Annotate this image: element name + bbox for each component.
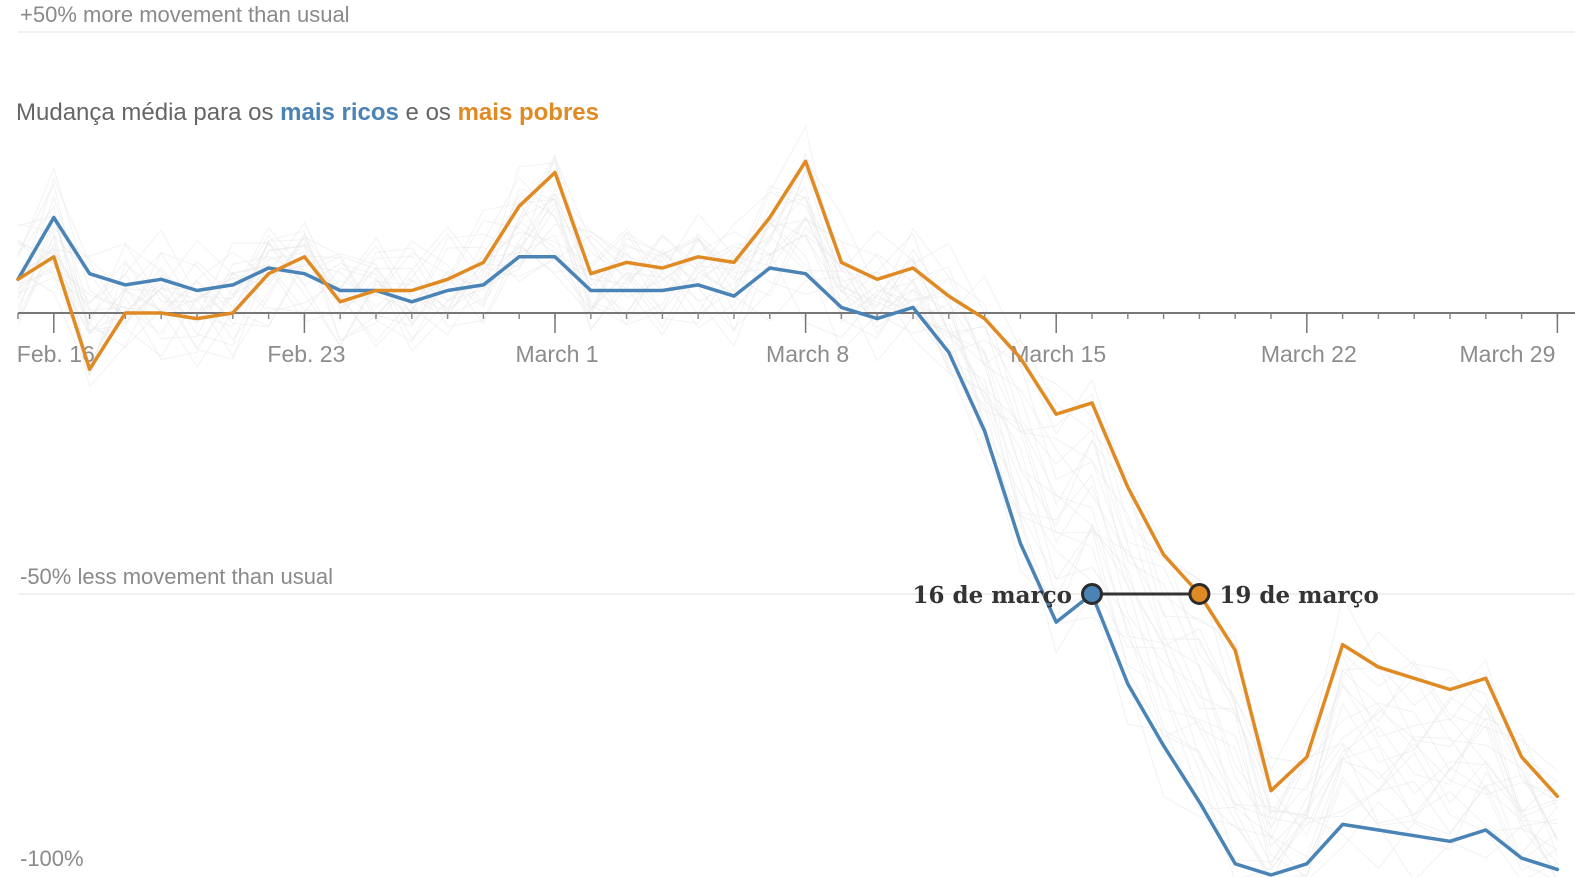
label-minus-100: -100%: [20, 846, 84, 871]
background-lines: [17, 125, 1558, 877]
annotation-marker: [1188, 583, 1211, 605]
annotations: 16 de março 19 de março: [913, 582, 1379, 609]
subtitle-rich: mais ricos: [280, 99, 399, 126]
background-line: [17, 192, 1558, 839]
x-tick-label: March 15: [1010, 341, 1106, 367]
x-tick-label: March 8: [766, 341, 849, 367]
x-tick-label: March 29: [1460, 341, 1556, 367]
x-tick-label: Feb. 23: [267, 341, 345, 367]
label-plus-50: +50% more movement than usual: [20, 2, 350, 27]
series-line-mais-ricos: [16, 215, 1560, 877]
x-tick-label: March 22: [1261, 341, 1357, 367]
background-line: [17, 125, 1558, 857]
subtitle-prefix: Mudança média para os: [16, 99, 280, 126]
annotation-label: 19 de março: [1219, 582, 1378, 609]
series-lines: [16, 159, 1560, 877]
chart-subtitle: Mudança média para os mais ricos e os ma…: [16, 99, 599, 126]
background-line: [17, 166, 1558, 877]
series-line-mais-pobres: [16, 159, 1560, 799]
x-axis: Feb. 16 Feb. 23 March 1 March 8 March 15 Marc…: [17, 312, 1575, 367]
background-line: [17, 186, 1557, 877]
background-line: [17, 191, 1558, 822]
background-line: [17, 155, 1558, 810]
background-line: [17, 176, 1558, 871]
background-line: [17, 177, 1551, 877]
background-line: [17, 167, 1558, 772]
subtitle-poor: mais pobres: [458, 99, 599, 126]
background-line: [17, 223, 1558, 815]
background-line: [17, 154, 1558, 842]
label-minus-50: -50% less movement than usual: [20, 564, 333, 589]
subtitle-middle: e os: [399, 99, 458, 126]
x-tick-label: March 1: [515, 341, 598, 367]
annotation-label: 16 de março: [913, 582, 1072, 609]
background-line: [17, 235, 1558, 869]
background-line: [17, 152, 1558, 841]
background-line: [17, 214, 1558, 866]
background-line: [17, 217, 1558, 877]
background-line: [17, 217, 1558, 877]
background-line: [17, 188, 1558, 877]
annotation-marker: [1081, 583, 1103, 605]
background-line: [17, 223, 1558, 830]
